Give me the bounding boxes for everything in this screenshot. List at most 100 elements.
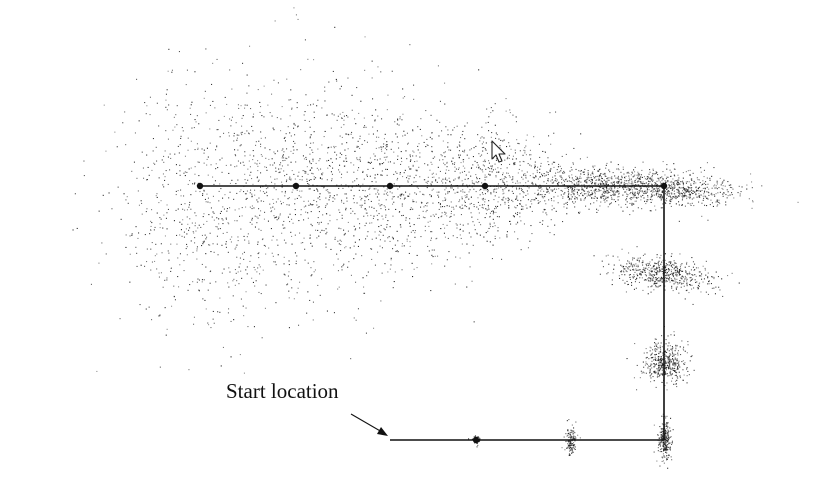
particle: [323, 230, 325, 232]
particle: [711, 192, 713, 194]
particle: [654, 272, 656, 274]
particle: [265, 184, 267, 186]
particle: [167, 156, 169, 158]
particle: [698, 201, 700, 203]
particle: [588, 177, 590, 179]
particle: [293, 127, 295, 129]
particle: [449, 220, 451, 222]
particle: [655, 190, 657, 192]
particle: [649, 372, 651, 374]
particle: [431, 151, 433, 153]
particle: [497, 201, 499, 203]
particle: [673, 264, 675, 266]
particle: [655, 277, 657, 279]
particle: [697, 288, 699, 290]
particle: [416, 254, 418, 256]
particle: [666, 349, 668, 351]
particle: [362, 170, 364, 172]
particle: [705, 291, 707, 293]
particle: [370, 248, 372, 250]
particle: [479, 204, 481, 206]
particle: [585, 193, 587, 195]
particle: [482, 197, 484, 199]
particle: [579, 177, 581, 179]
particle: [310, 267, 312, 269]
particle: [650, 365, 652, 367]
particle: [706, 191, 708, 193]
particle: [571, 449, 573, 451]
particle: [542, 197, 544, 199]
particle: [429, 220, 431, 222]
particle: [662, 281, 664, 283]
particle: [283, 170, 285, 172]
particle: [666, 458, 668, 460]
particle: [635, 184, 637, 186]
particle: [541, 223, 543, 225]
particle: [580, 177, 582, 179]
particle: [386, 144, 388, 146]
particle: [512, 176, 514, 178]
particle: [716, 199, 718, 201]
particle: [283, 137, 285, 139]
particle: [556, 188, 558, 190]
particle: [658, 370, 660, 372]
particle: [605, 192, 607, 194]
particle: [311, 245, 313, 247]
particle: [259, 162, 261, 164]
particle: [659, 449, 661, 451]
particle: [660, 433, 662, 435]
particle: [669, 203, 671, 205]
particle: [597, 170, 599, 172]
particle: [667, 426, 669, 428]
particle: [613, 199, 615, 201]
particle: [365, 212, 367, 214]
particle: [466, 194, 468, 196]
particle: [161, 252, 163, 254]
particle: [677, 365, 679, 367]
particle: [660, 360, 662, 362]
particle: [647, 286, 649, 288]
particle: [612, 272, 614, 274]
particle: [635, 270, 637, 272]
particle: [391, 141, 393, 143]
particle: [667, 365, 669, 367]
particle: [646, 265, 648, 267]
particle: [444, 199, 446, 201]
particle: [520, 249, 522, 251]
particle: [442, 182, 444, 184]
particle: [683, 195, 685, 197]
particle: [304, 248, 306, 250]
particle: [520, 208, 522, 210]
particle: [502, 193, 504, 195]
particle: [557, 166, 559, 168]
particle: [481, 126, 483, 128]
particle: [483, 137, 485, 139]
particle: [473, 224, 475, 226]
particle: [547, 179, 549, 181]
particle: [591, 187, 593, 189]
particle: [616, 191, 618, 193]
particle: [637, 265, 639, 267]
particle: [287, 198, 289, 200]
particle: [688, 187, 690, 189]
particle: [652, 356, 654, 358]
particle: [565, 441, 567, 443]
particle: [547, 190, 549, 192]
particle: [594, 189, 596, 191]
particle: [678, 274, 680, 276]
particle: [668, 264, 670, 266]
particle: [668, 195, 670, 197]
particle: [660, 356, 662, 358]
particle: [604, 184, 606, 186]
particle: [371, 222, 373, 224]
particle: [257, 241, 259, 243]
particle: [387, 271, 389, 273]
particle: [316, 237, 318, 239]
particle: [551, 200, 553, 202]
particle: [678, 182, 680, 184]
particle: [527, 247, 529, 249]
particle: [269, 112, 271, 114]
particle: [330, 158, 332, 160]
particle: [571, 182, 573, 184]
particle: [671, 440, 673, 442]
